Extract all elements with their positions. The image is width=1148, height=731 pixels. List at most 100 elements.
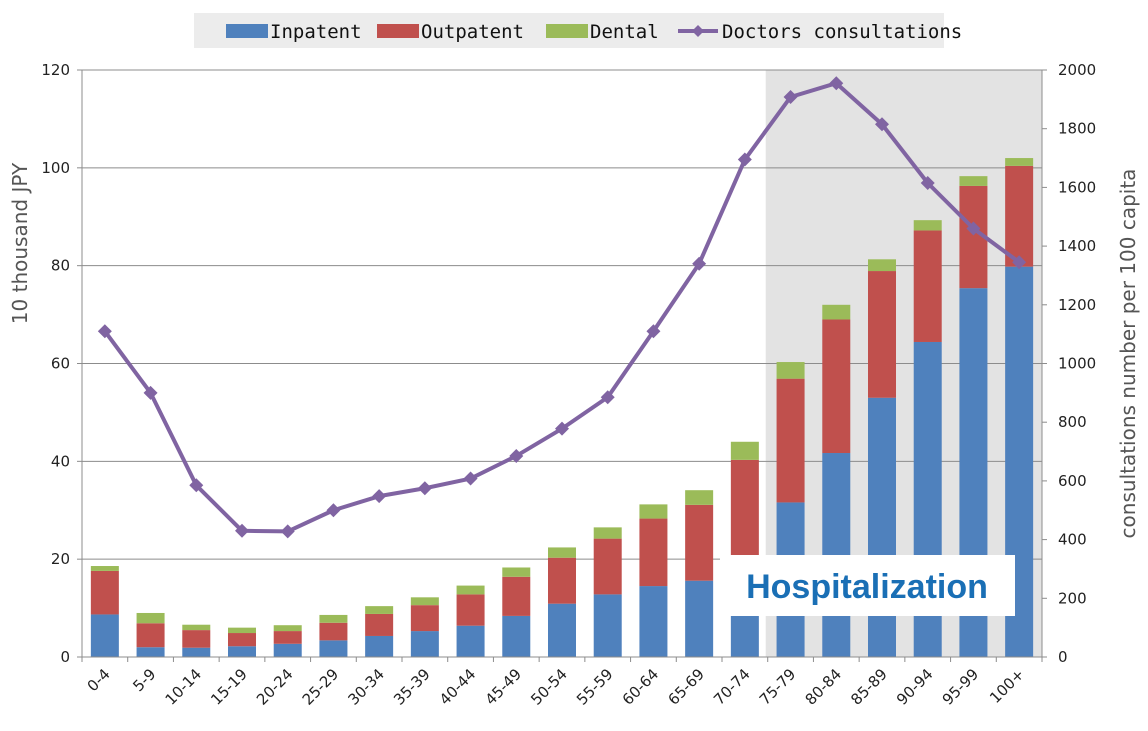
bar-inpatent-40-44: [456, 625, 485, 657]
x-tick-label: 65-69: [664, 665, 708, 709]
bar-inpatent-55-59: [593, 594, 622, 657]
legend-label-dental: Dental: [590, 21, 659, 43]
bar-dental-15-19: [228, 627, 256, 634]
legend-label-inpatent: Inpatent: [270, 21, 362, 43]
y-right-tick-label: 1200: [1058, 296, 1096, 314]
consultations-point-15-19: [235, 523, 249, 538]
bar-dental-90-94: [913, 220, 942, 231]
bar-outpatent-65-69: [685, 504, 714, 581]
consultations-point-70-74: [737, 152, 752, 167]
consultations-point-5-9: [143, 385, 158, 400]
bar-outpatent-100+: [1005, 165, 1034, 267]
x-tick-label: 30-34: [344, 665, 388, 709]
consultations-point-60-64: [646, 324, 661, 339]
consultations-point-10-14: [189, 478, 204, 493]
x-tick-label: 40-44: [436, 665, 480, 709]
bar-dental-95-99: [959, 176, 988, 186]
y-right-tick-label: 1800: [1058, 120, 1096, 138]
bar-inpatent-85-89: [868, 397, 896, 657]
legend-label-outpatent: Outpatent: [421, 21, 524, 43]
consultations-line-layer: [97, 76, 1027, 539]
y-right-tick-label: 0: [1058, 648, 1068, 666]
x-tick-label: 15-19: [207, 665, 251, 709]
bar-dental-75-79: [776, 362, 805, 379]
bar-outpatent-45-49: [502, 576, 531, 616]
y-left-tick-label: 20: [51, 550, 70, 568]
bar-inpatent-45-49: [502, 615, 531, 657]
bar-inpatent-0-4: [90, 614, 119, 657]
annotation-layer: Hospitalization: [720, 555, 1015, 616]
consultations-point-35-39: [417, 481, 432, 496]
y-right-tick-label: 200: [1058, 589, 1087, 607]
x-tick-label: 85-89: [847, 665, 891, 709]
bar-inpatent-65-69: [685, 580, 714, 657]
consultations-point-40-44: [463, 471, 478, 486]
annotation-box: [720, 555, 1015, 616]
consultations-point-0-4: [97, 324, 112, 339]
x-tick-label: 5-9: [129, 665, 159, 695]
bar-dental-65-69: [685, 490, 714, 505]
y-right-tick-label: 600: [1058, 472, 1087, 490]
consultations-point-90-94: [920, 175, 935, 190]
y-axis-left-title: 10 thousand JPY: [8, 162, 32, 324]
x-tick-label: 70-74: [710, 665, 754, 709]
x-tick-label: 0-4: [84, 665, 114, 695]
x-tick-label: 90-94: [893, 665, 937, 709]
bar-outpatent-70-74: [730, 459, 759, 557]
bar-dental-35-39: [410, 597, 439, 606]
bar-outpatent-60-64: [639, 518, 668, 587]
consultations-point-25-29: [326, 503, 341, 518]
x-tick-label: 100+: [986, 665, 1028, 707]
bar-inpatent-20-24: [273, 643, 302, 657]
legend-swatch-inpatent: [226, 24, 268, 38]
bar-dental-0-4: [90, 566, 119, 571]
consultations-point-100+: [1012, 255, 1027, 270]
y-axis-right-title: consultations number per 100 capita: [1116, 169, 1140, 539]
bar-dental-10-14: [182, 624, 211, 631]
y-right-tick-label: 800: [1058, 413, 1087, 431]
consultations-point-75-79: [783, 90, 798, 105]
legend-marker-doctors-consultations: [692, 25, 704, 37]
bar-dental-20-24: [273, 625, 302, 632]
bar-outpatent-90-94: [913, 230, 942, 342]
bar-inpatent-30-34: [365, 635, 394, 657]
bar-outpatent-10-14: [182, 630, 211, 648]
bar-outpatent-35-39: [410, 605, 439, 632]
bar-dental-60-64: [639, 504, 668, 519]
bar-dental-40-44: [456, 585, 485, 595]
consultations-point-65-69: [692, 256, 707, 271]
bar-inpatent-10-14: [182, 647, 211, 657]
bar-dental-5-9: [136, 612, 165, 624]
x-tick-label: 20-24: [253, 665, 297, 709]
y-left-tick-label: 100: [41, 159, 70, 177]
x-tick-label: 10-14: [162, 665, 206, 709]
bar-outpatent-0-4: [90, 570, 119, 615]
annotation-hospitalization: Hospitalization: [746, 568, 988, 606]
bar-inpatent-15-19: [228, 646, 256, 657]
y-right-tick-label: 1600: [1058, 178, 1096, 196]
consultations-point-50-54: [555, 421, 569, 436]
bar-outpatent-40-44: [456, 594, 485, 626]
consultations-point-30-34: [372, 489, 387, 504]
bar-dental-70-74: [730, 441, 759, 460]
x-tick-label: 80-84: [802, 665, 846, 709]
x-tick-label: 25-29: [299, 665, 343, 709]
x-tick-label: 75-79: [756, 665, 800, 709]
legend: Inpatent Outpatent Dental Doctors consultat…: [194, 13, 962, 48]
y-right-tick-label: 400: [1058, 531, 1087, 549]
bar-dental-80-84: [822, 304, 851, 320]
bar-inpatent-5-9: [136, 647, 165, 657]
y-right-tick-label: 1400: [1058, 237, 1096, 255]
consultations-point-95-99: [966, 221, 981, 236]
bar-dental-25-29: [319, 614, 348, 623]
bar-outpatent-25-29: [319, 622, 348, 641]
x-tick-label: 55-59: [573, 665, 617, 709]
bar-inpatent-50-54: [548, 603, 576, 657]
legend-label-doctors-consultations: Doctors consultations: [722, 21, 962, 43]
bar-outpatent-5-9: [136, 623, 165, 648]
bar-inpatent-25-29: [319, 640, 348, 657]
y-right-tick-label: 2000: [1058, 61, 1096, 79]
consultations-point-85-89: [875, 117, 889, 132]
bar-dental-55-59: [593, 527, 622, 539]
